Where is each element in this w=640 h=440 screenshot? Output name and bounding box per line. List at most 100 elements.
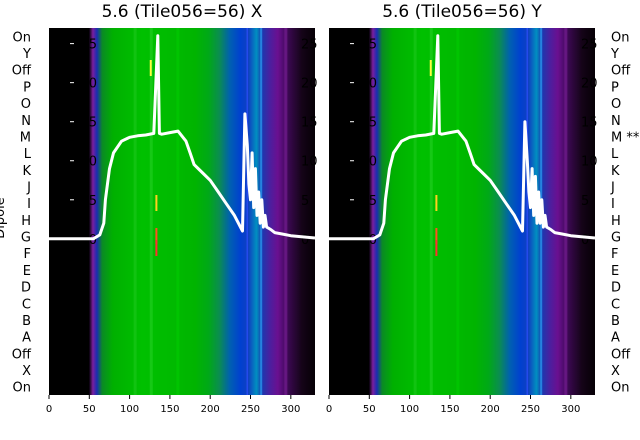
overlay-tick-label: 0: [89, 233, 97, 248]
row-label: On: [13, 381, 31, 396]
overlay-tick-label: 5: [369, 194, 377, 209]
heatmap-streak: [57, 28, 62, 395]
heatmap-streak: [526, 28, 528, 395]
heatmap-cell: [435, 195, 438, 211]
row-label: A: [22, 331, 31, 346]
overlay-tick-label: 10: [80, 155, 97, 170]
overlay-tick-label: 15: [80, 116, 97, 131]
x-ticks: 0 50 100 150 200 250 300: [326, 395, 580, 415]
heatmap-cell: [149, 60, 152, 76]
row-label: K: [611, 164, 620, 179]
heatmap-streak: [176, 28, 180, 395]
overlay-tick-label-right: 20: [301, 77, 318, 92]
row-label: Off: [12, 347, 32, 362]
heatmap-cell: [435, 240, 438, 256]
heatmap-streak: [246, 28, 248, 395]
overlay-tick-label-right: 0: [301, 233, 309, 248]
heatmap-background: [329, 28, 595, 395]
heatmap-cell: [155, 240, 158, 256]
x-tick-label: 150: [440, 404, 459, 415]
x-tick-label: 300: [561, 404, 580, 415]
row-label: X: [611, 364, 620, 379]
row-label: B: [611, 314, 620, 329]
row-label: P: [611, 80, 619, 95]
row-label: M: [20, 130, 31, 145]
overlay-tick-label-right: 10: [581, 155, 598, 170]
row-label: G: [611, 231, 621, 246]
row-label: Y: [22, 47, 31, 62]
row-label: K: [22, 164, 31, 179]
row-label: I: [27, 197, 31, 212]
row-label: Y: [610, 47, 619, 62]
row-label: F: [24, 247, 31, 262]
row-label: C: [611, 297, 620, 312]
row-label: F: [611, 247, 618, 262]
overlay-line: [49, 34, 316, 241]
overlay-tick-label: 0: [369, 233, 377, 248]
row-label: On: [611, 381, 629, 396]
row-label: O: [21, 97, 31, 112]
y-axis-label: Dipole: [0, 197, 8, 238]
overlay-tick-label: 10: [360, 155, 377, 170]
heatmap-cell: [435, 228, 438, 244]
x-tick-label: 0: [46, 404, 52, 415]
row-label: N: [21, 114, 31, 129]
heatmap-streak: [413, 28, 417, 395]
x-tick-label: 50: [83, 404, 96, 415]
panel-title: 5.6 (Tile056=56) Y: [382, 2, 542, 22]
x-tick-label: 200: [201, 404, 220, 415]
x-tick-label: 50: [363, 404, 376, 415]
row-label: E: [23, 264, 31, 279]
row-label: On: [611, 30, 629, 45]
row-label: C: [22, 297, 31, 312]
row-label: I: [611, 197, 615, 212]
panel-x: 5.6 (Tile056=56) X Dipole OnXOffABCDEFGH…: [0, 2, 318, 415]
heatmap-streak: [337, 28, 342, 395]
row-label: Off: [611, 347, 631, 362]
row-label: A: [611, 331, 620, 346]
row-label: On: [13, 30, 31, 45]
overlay-tick-label-right: 5: [581, 194, 589, 209]
x-ticks: 0 50 100 150 200 250 300: [46, 395, 300, 415]
overlay-line: [329, 34, 596, 241]
row-label: L: [24, 147, 32, 162]
row-label: M **: [611, 130, 640, 145]
overlay-tick-label: 15: [360, 116, 377, 131]
row-label: O: [611, 97, 621, 112]
overlay-tick-label-right: 5: [301, 194, 309, 209]
row-label: Off: [611, 64, 631, 79]
x-tick-label: 0: [326, 404, 332, 415]
overlay-tick-label-right: 0: [581, 233, 589, 248]
row-label: P: [23, 80, 31, 95]
row-label: B: [22, 314, 31, 329]
overlay-tick-label: 20: [360, 77, 377, 92]
row-label: J: [26, 180, 31, 195]
overlay-tick-label: 5: [89, 194, 97, 209]
overlay-tick-label: 25: [80, 38, 97, 53]
x-tick-label: 250: [521, 404, 540, 415]
overlay-tick-label-right: 25: [581, 38, 598, 53]
overlay-tick-label-right: 25: [301, 38, 318, 53]
x-tick-label: 200: [481, 404, 500, 415]
row-label: E: [611, 264, 619, 279]
heatmap-streak: [284, 28, 288, 395]
overlay-tick-label-right: 20: [581, 77, 598, 92]
overlay-tick-label-right: 15: [301, 116, 318, 131]
heatmap-cell: [155, 228, 158, 244]
row-label: H: [611, 214, 621, 229]
row-label: D: [611, 281, 621, 296]
row-label: N: [611, 114, 621, 129]
row-label: G: [21, 231, 31, 246]
row-label: L: [611, 147, 619, 162]
heatmap-cell: [429, 60, 432, 76]
row-label: X: [22, 364, 31, 379]
row-label: Off: [12, 64, 32, 79]
x-tick-label: 150: [160, 404, 179, 415]
overlay-tick-label-right: 15: [581, 116, 598, 131]
overlay-tick-label: 25: [360, 38, 377, 53]
heatmap-streak: [149, 28, 153, 395]
